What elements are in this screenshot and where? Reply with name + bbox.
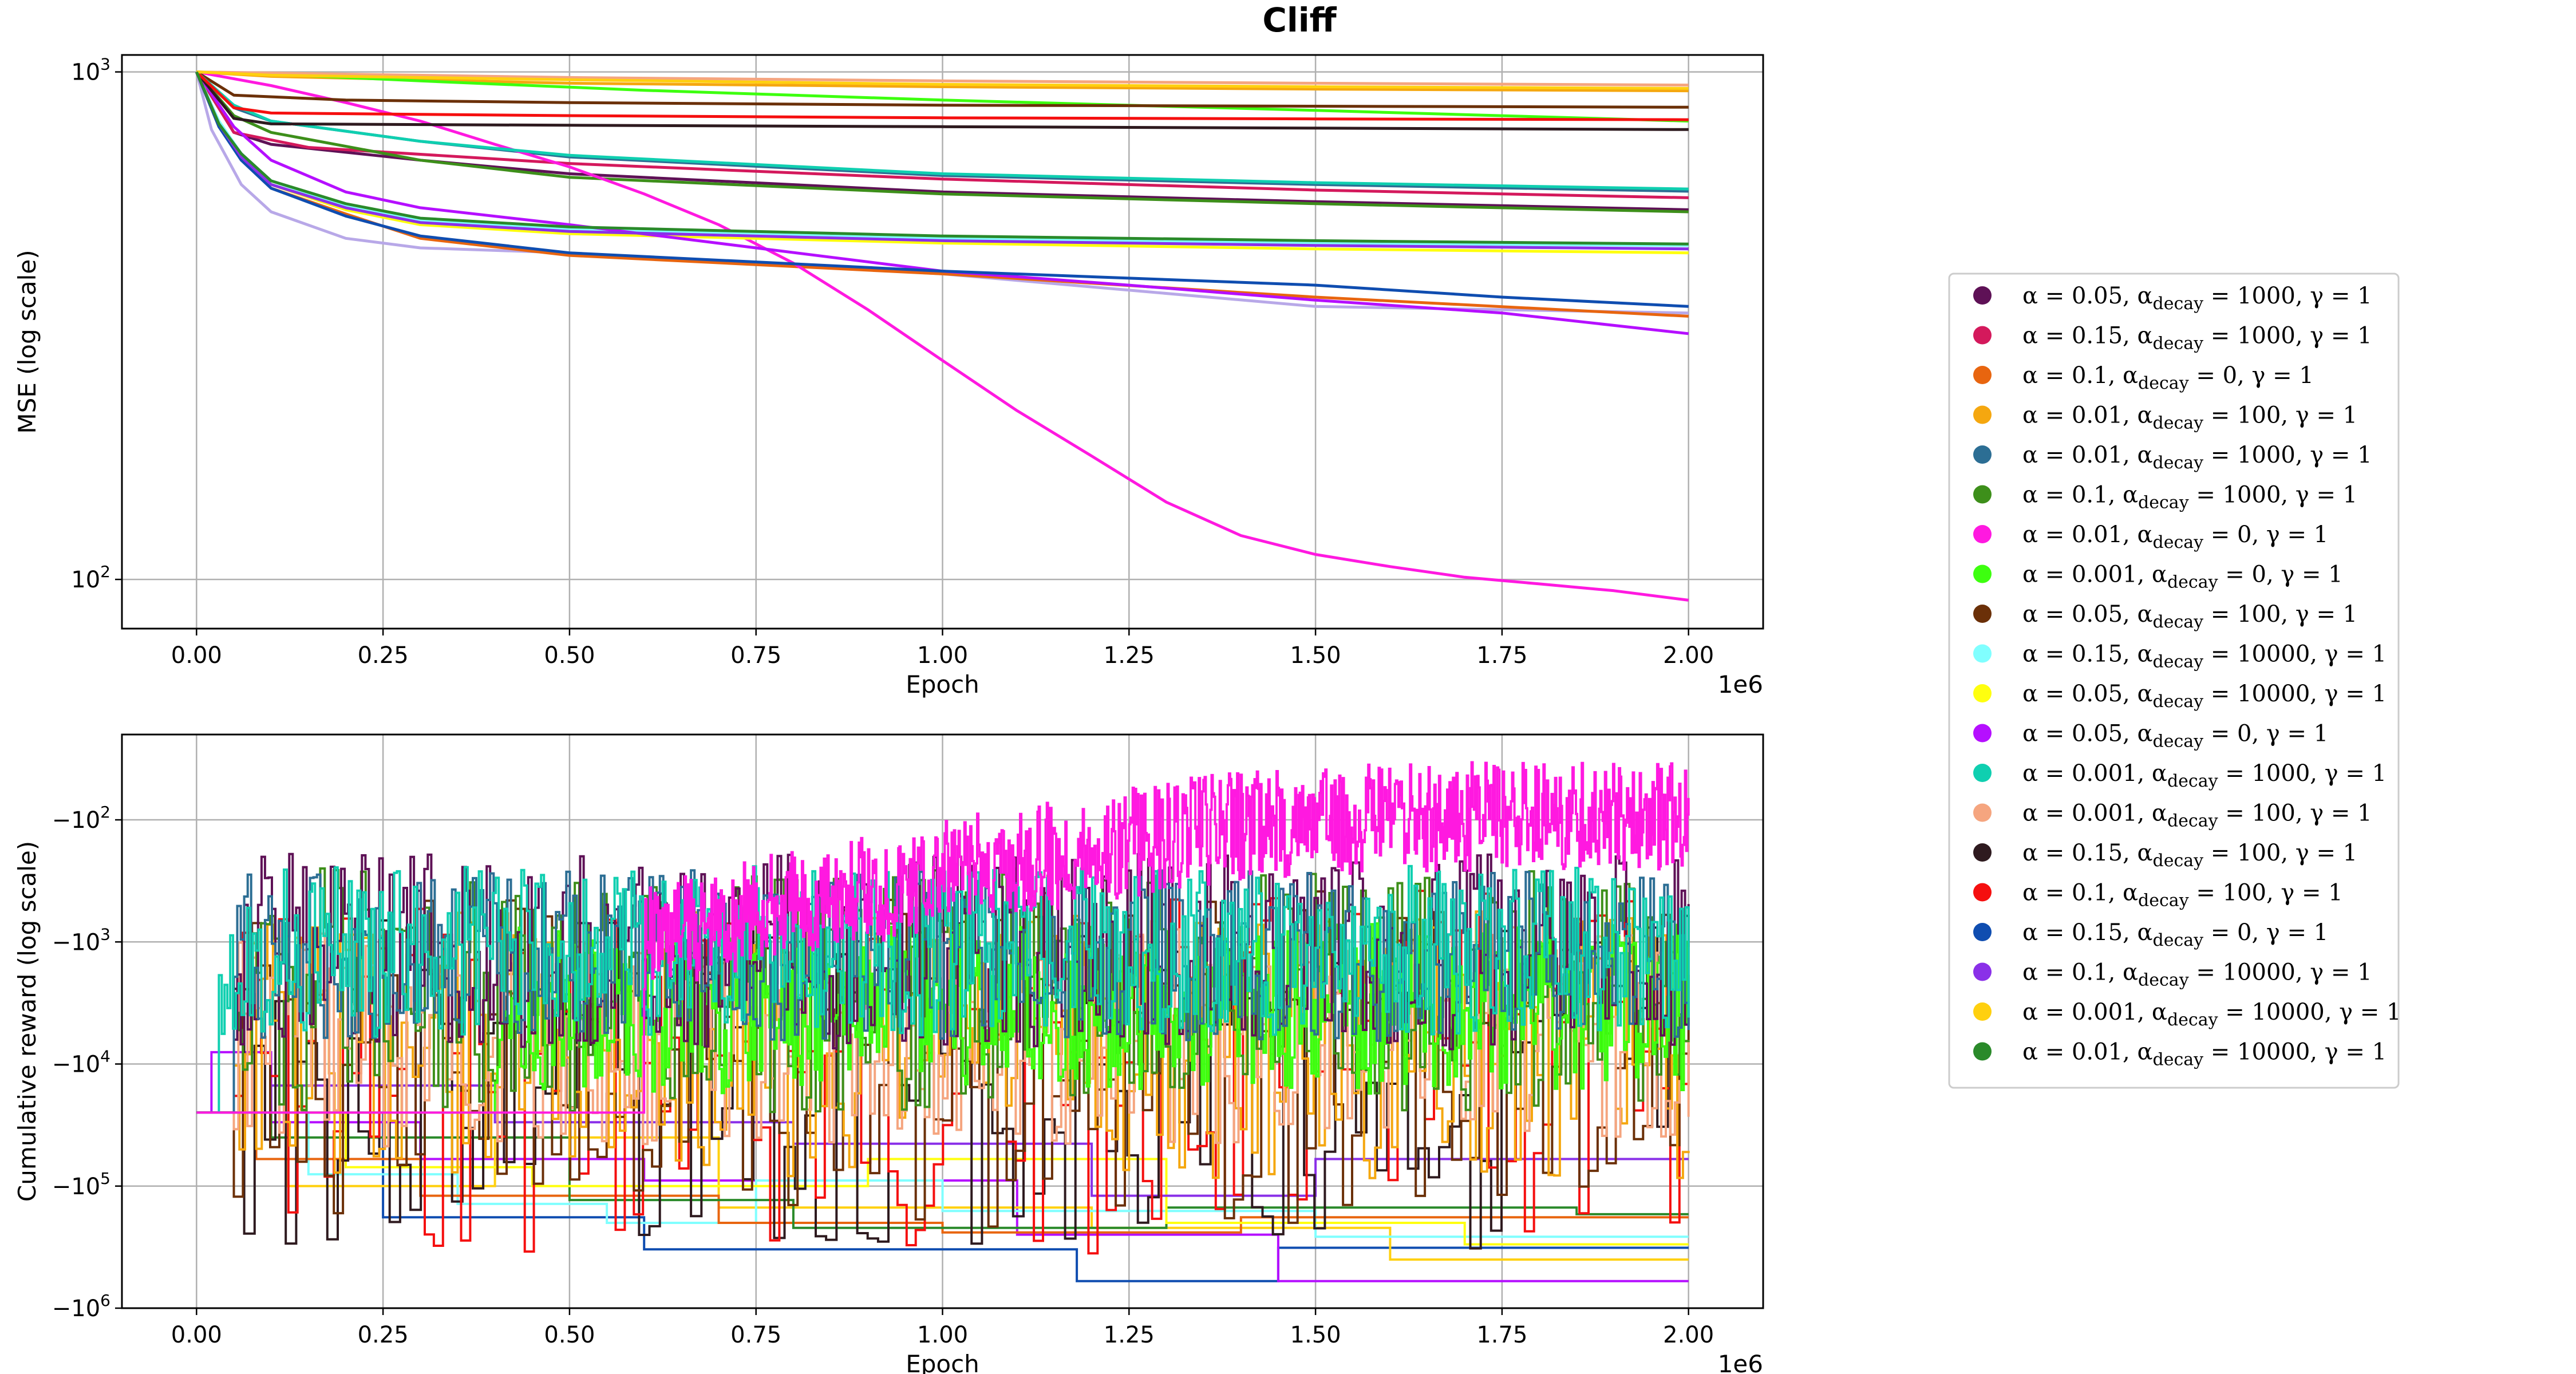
reward-plot: 0.00 0.25 0.50 0.75 1.00 1.25 1.50 1.75 2.00 −102…: [13, 733, 1764, 1374]
legend-marker: [1973, 286, 1992, 305]
y-tick-label: −102: [52, 803, 110, 834]
legend-label: α = 0.05, αdecay = 1000, γ = 1: [2022, 283, 2372, 314]
legend-label: α = 0.001, αdecay = 1000, γ = 1: [2022, 760, 2387, 791]
x-tick-label: 1.50: [1290, 1322, 1341, 1348]
mse-series-line: [195, 71, 1689, 308]
legend-marker: [1973, 326, 1992, 345]
legend: α = 0.05, αdecay = 1000, γ = 1 α = 0.15, …: [1948, 273, 2401, 1089]
legend-label: α = 0.05, αdecay = 0, γ = 1: [2022, 721, 2328, 752]
legend-marker: [1973, 803, 1992, 822]
x-tick-label: 0.75: [730, 1322, 781, 1348]
legend-label: α = 0.15, αdecay = 10000, γ = 1: [2022, 641, 2387, 672]
x-tick-label: 1.00: [917, 642, 968, 669]
x-tick-label: 1.75: [1476, 1322, 1527, 1348]
mse-y-axis-label: MSE (log scale): [13, 250, 41, 433]
legend-marker: [1973, 445, 1992, 464]
x-tick-label: 1.25: [1104, 642, 1155, 669]
legend-marker: [1973, 923, 1992, 941]
legend-label: α = 0.001, αdecay = 0, γ = 1: [2022, 562, 2343, 593]
mse-plot: 0.00 0.25 0.50 0.75 1.00 1.25 1.50 1.75 2.00 102 1…: [13, 54, 1764, 698]
reward-y-axis-label: Cumulative reward (log scale): [13, 841, 41, 1202]
legend-marker: [1973, 843, 1992, 862]
reward-series-line: [196, 864, 1690, 1114]
x-tick-label: 0.00: [171, 1322, 222, 1348]
mse-series-line: [195, 71, 1689, 335]
x-tick-label: 1.75: [1476, 642, 1527, 669]
legend-marker: [1973, 366, 1992, 384]
legend-label: α = 0.15, αdecay = 0, γ = 1: [2022, 919, 2328, 950]
legend-label: α = 0.1, αdecay = 100, γ = 1: [2022, 880, 2343, 911]
mse-series-line: [195, 71, 1689, 246]
reward-ticks: 0.00 0.25 0.50 0.75 1.00 1.25 1.50 1.75 2.00 −102…: [52, 803, 1714, 1348]
legend-label: α = 0.01, αdecay = 0, γ = 1: [2022, 522, 2328, 552]
mse-series-line: [196, 70, 1689, 90]
reward-series-line: [196, 1111, 1689, 1246]
x-tick-label: 0.00: [171, 642, 222, 669]
x-tick-label: 2.00: [1663, 642, 1714, 669]
x-tick-label: 0.25: [358, 1322, 409, 1348]
y-tick-label: 103: [71, 55, 110, 86]
mse-series-line: [195, 71, 1689, 199]
legend-label: α = 0.15, αdecay = 1000, γ = 1: [2022, 323, 2372, 354]
legend-label: α = 0.001, αdecay = 10000, γ = 1: [2022, 999, 2401, 1030]
mse-series-line: [196, 70, 1689, 602]
x-tick-label: 1.00: [917, 1322, 968, 1348]
legend-label: α = 0.1, αdecay = 10000, γ = 1: [2022, 960, 2372, 990]
figure-title: Cliff: [1262, 1, 1337, 40]
legend-label: α = 0.001, αdecay = 100, γ = 1: [2022, 800, 2372, 831]
legend-label: α = 0.05, αdecay = 10000, γ = 1: [2022, 681, 2387, 712]
mse-series-line: [196, 70, 1689, 87]
legend-entries: α = 0.05, αdecay = 1000, γ = 1 α = 0.15, …: [1973, 283, 2401, 1070]
mse-ticks: 0.00 0.25 0.50 0.75 1.00 1.25 1.50 1.75 2.00 102 1…: [71, 55, 1714, 669]
reward-series-line: [196, 1051, 1689, 1282]
legend-marker: [1973, 883, 1992, 902]
y-tick-label: −104: [52, 1047, 110, 1078]
x-tick-label: 1.25: [1104, 1322, 1155, 1348]
mse-series: [195, 70, 1689, 602]
y-tick-label: −105: [52, 1169, 110, 1200]
legend-marker: [1973, 605, 1992, 623]
legend-marker: [1973, 684, 1992, 702]
mse-x-axis-label: Epoch: [906, 670, 979, 698]
mse-series-line: [195, 70, 1689, 109]
mse-x-multiplier: 1e6: [1718, 670, 1763, 698]
legend-marker: [1973, 724, 1992, 743]
legend-marker: [1973, 962, 1992, 981]
legend-marker: [1973, 644, 1992, 663]
legend-marker: [1973, 1042, 1992, 1061]
legend-marker: [1973, 525, 1992, 543]
x-tick-label: 0.25: [358, 642, 409, 669]
x-tick-label: 1.50: [1290, 642, 1341, 669]
legend-marker: [1973, 564, 1992, 583]
y-tick-label: −103: [52, 925, 110, 956]
legend-marker: [1973, 405, 1992, 424]
x-tick-label: 0.50: [544, 1322, 595, 1348]
reward-series-line: [196, 761, 1690, 1114]
legend-marker: [1973, 485, 1992, 504]
legend-label: α = 0.01, αdecay = 1000, γ = 1: [2022, 442, 2372, 473]
mse-series-line: [195, 71, 1689, 131]
legend-box: [1948, 273, 2400, 1089]
legend-label: α = 0.05, αdecay = 100, γ = 1: [2022, 601, 2357, 632]
legend-label: α = 0.1, αdecay = 1000, γ = 1: [2022, 482, 2357, 513]
legend-label: α = 0.15, αdecay = 100, γ = 1: [2022, 840, 2357, 871]
reward-x-axis-label: Epoch: [906, 1350, 979, 1374]
legend-label: α = 0.1, αdecay = 0, γ = 1: [2022, 362, 2314, 393]
legend-marker: [1973, 764, 1992, 782]
mse-series-line: [195, 71, 1689, 315]
legend-label: α = 0.01, αdecay = 10000, γ = 1: [2022, 1039, 2387, 1070]
legend-marker: [1973, 1002, 1992, 1021]
y-tick-label: 102: [71, 562, 110, 593]
reward-series-line: [196, 1111, 1689, 1234]
x-tick-label: 2.00: [1663, 1322, 1714, 1348]
legend-label: α = 0.01, αdecay = 100, γ = 1: [2022, 402, 2357, 433]
mse-series-line: [195, 70, 1689, 121]
reward-series: [196, 761, 1690, 1282]
reward-x-multiplier: 1e6: [1718, 1350, 1763, 1374]
y-tick-label: −106: [52, 1291, 110, 1322]
x-tick-label: 0.75: [730, 642, 781, 669]
x-tick-label: 0.50: [544, 642, 595, 669]
reward-series-line: [196, 926, 1690, 1148]
